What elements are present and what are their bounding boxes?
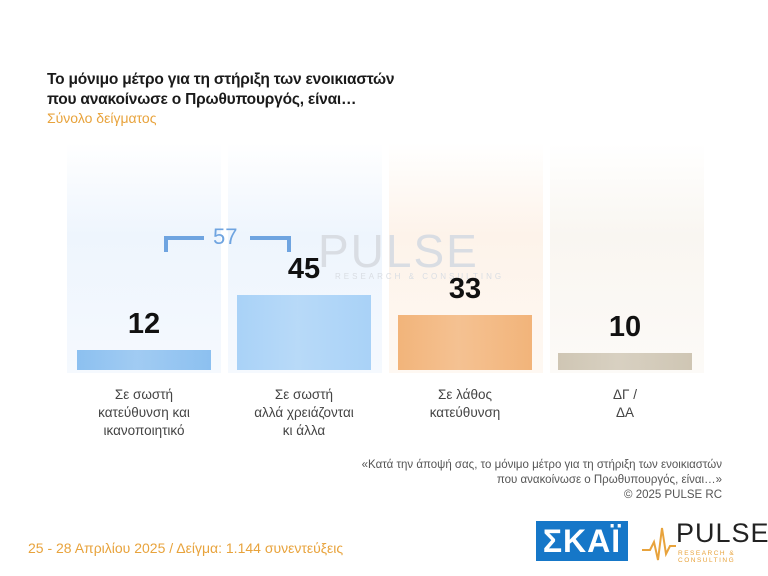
category-label-line: Σε σωστή [274,387,334,402]
bar-value-label-3: 33 [448,273,482,305]
bar-4 [558,353,692,370]
bracket-total-label: 57 [213,224,238,249]
note-copyright: © 2025 PULSE RC [624,489,722,501]
category-label-line: ΔΑ [615,405,635,420]
bar-3 [398,315,532,370]
question-note: «Κατά την άποψή σας, το μόνιμο μέτρο για… [302,458,722,503]
column-background-1 [67,143,221,373]
category-label-line: ικανοποιητικό [103,423,185,438]
note-line-2: που ανακοίνωσε ο Πρωθυπουργός, είναι…» [496,474,722,486]
bar-1 [77,350,211,370]
page-subtitle: Σύνολο δείγματος [47,110,157,126]
category-label-line: κι άλλα [282,423,326,438]
pulse-logo-text: PULSE [676,518,768,548]
note-line-1: «Κατά την άποψή σας, το μόνιμο μέτρο για… [361,459,722,471]
category-label-line: κατεύθυνση [429,405,501,420]
category-label-line: αλλά χρειάζονται [254,405,354,420]
category-label-line: ΔΓ / [613,387,637,402]
category-label-line: Σε λάθος [438,387,492,402]
page-title: Το μόνιμο μέτρο για τη στήριξη των ενοικ… [47,70,467,110]
category-label-4: ΔΓ / ΔΑ [548,386,702,422]
category-label-1: Σε σωστή κατεύθυνση και ικανοποιητικό [67,386,221,440]
footer-date-sample: 25 - 28 Απριλίου 2025 / Δείγμα: 1.144 συ… [28,540,344,556]
category-label-2: Σε σωστή αλλά χρειάζονται κι άλλα [227,386,381,440]
bar-value-label-1: 12 [127,308,161,340]
pulse-logo-icon [642,527,676,561]
bar-value-label-4: 10 [608,311,642,344]
category-label-3: Σε λάθος κατεύθυνση [388,386,542,422]
category-label-line: Σε σωστή [114,387,174,402]
pulse-logo-subtext: RESEARCH & CONSULTING [678,550,736,564]
watermark-subtext: RESEARCH & CONSULTING [335,272,505,281]
title-line-1: Το μόνιμο μέτρο για τη στήριξη των ενοικ… [47,71,395,88]
bar-value-label-2: 45 [287,253,321,285]
column-background-4 [550,143,704,373]
category-label-line: κατεύθυνση και [98,405,190,420]
title-line-2: που ανακοίνωσε ο Πρωθυπουργός, είναι… [47,91,357,108]
skai-logo: ΣΚΑΪ [536,521,628,561]
watermark-pulse: PULSE [318,225,479,277]
bar-2 [237,295,371,370]
